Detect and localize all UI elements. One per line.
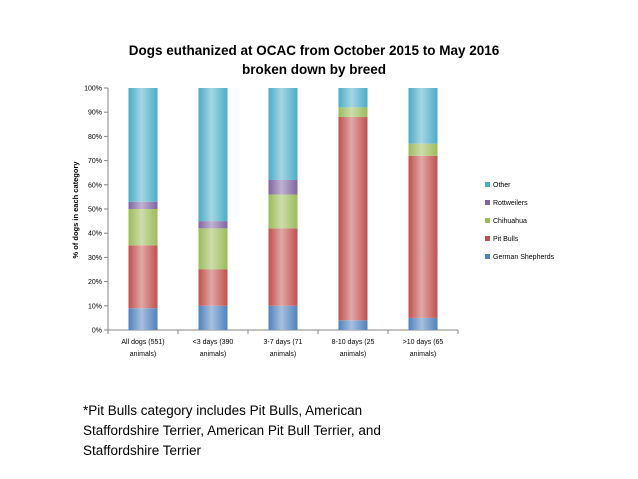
x-tick-label: >10 days (65 bbox=[403, 339, 444, 346]
legend-swatch-german-shepherds bbox=[485, 254, 490, 259]
bar-rottweilers-1 bbox=[128, 201, 158, 209]
legend-swatch-other bbox=[485, 182, 490, 187]
bar-chihuahua-5 bbox=[408, 143, 438, 156]
bar-german-shepherds-4 bbox=[338, 320, 368, 330]
bar-other-2 bbox=[198, 88, 228, 222]
chart-title-line-2: broken down by breed bbox=[242, 62, 386, 77]
x-tick-label: animals) bbox=[270, 351, 296, 358]
y-tick-label: 40% bbox=[88, 231, 102, 238]
bar-pit-bulls-3 bbox=[268, 228, 298, 306]
x-tick-label: 3-7 days (71 bbox=[264, 339, 303, 346]
bar-german-shepherds-3 bbox=[268, 305, 298, 330]
x-tick-label: animals) bbox=[200, 351, 226, 358]
bar-other-1 bbox=[128, 88, 158, 202]
bar-pit-bulls-1 bbox=[128, 245, 158, 309]
x-tick-label: <3 days (390 bbox=[193, 339, 234, 346]
footnote-line-3: Staffordshire Terrier bbox=[83, 443, 202, 458]
bar-other-3 bbox=[268, 88, 298, 180]
x-tick-label: 8-10 days (25 bbox=[332, 339, 375, 346]
y-tick-label: 90% bbox=[88, 110, 102, 117]
x-tick-label: animals) bbox=[130, 351, 156, 358]
bar-other-5 bbox=[408, 88, 438, 144]
legend-label-pit-bulls: Pit Bulls bbox=[493, 236, 519, 243]
y-tick-label: 20% bbox=[88, 279, 102, 286]
x-tick-label: animals) bbox=[410, 351, 436, 358]
footnote-line-1: *Pit Bulls category includes Pit Bulls, … bbox=[83, 403, 363, 418]
y-tick-label: 0% bbox=[92, 328, 102, 335]
y-tick-label: 10% bbox=[88, 303, 102, 310]
bar-german-shepherds-5 bbox=[408, 317, 438, 330]
legend-label-chihuahua: Chihuahua bbox=[493, 218, 527, 225]
y-tick-label: 80% bbox=[88, 134, 102, 141]
bar-chihuahua-3 bbox=[268, 194, 298, 229]
bar-chihuahua-4 bbox=[338, 107, 368, 118]
y-tick-label: 30% bbox=[88, 255, 102, 262]
x-tick-label: All dogs (551) bbox=[121, 339, 164, 346]
bar-other-4 bbox=[338, 88, 368, 108]
y-tick-label: 50% bbox=[88, 207, 102, 214]
bar-pit-bulls-2 bbox=[198, 269, 228, 306]
y-tick-label: 60% bbox=[88, 182, 102, 189]
legend-label-rottweilers: Rottweilers bbox=[493, 200, 528, 207]
y-tick-label: 70% bbox=[88, 158, 102, 165]
bar-chihuahua-1 bbox=[128, 209, 158, 246]
legend-swatch-chihuahua bbox=[485, 218, 490, 223]
y-axis-label: % of dogs in each category bbox=[71, 161, 80, 259]
chart-title-line-1: Dogs euthanized at OCAC from October 201… bbox=[129, 43, 500, 58]
bar-german-shepherds-1 bbox=[128, 308, 158, 330]
bar-chihuahua-2 bbox=[198, 228, 228, 270]
legend-swatch-rottweilers bbox=[485, 200, 490, 205]
legend-swatch-pit-bulls bbox=[485, 236, 490, 241]
x-tick-label: animals) bbox=[340, 351, 366, 358]
bar-rottweilers-3 bbox=[268, 179, 298, 195]
footnote-line-2: Staffordshire Terrier, American Pit Bull… bbox=[83, 423, 381, 438]
y-tick-label: 100% bbox=[84, 86, 102, 93]
footnote: *Pit Bulls category includes Pit Bulls, … bbox=[83, 401, 463, 461]
bar-pit-bulls-4 bbox=[338, 117, 368, 321]
bar-rottweilers-2 bbox=[198, 221, 228, 229]
legend-label-other: Other bbox=[493, 182, 511, 189]
bar-pit-bulls-5 bbox=[408, 155, 438, 318]
legend-label-german-shepherds: German Shepherds bbox=[493, 254, 555, 261]
bar-german-shepherds-2 bbox=[198, 305, 228, 330]
